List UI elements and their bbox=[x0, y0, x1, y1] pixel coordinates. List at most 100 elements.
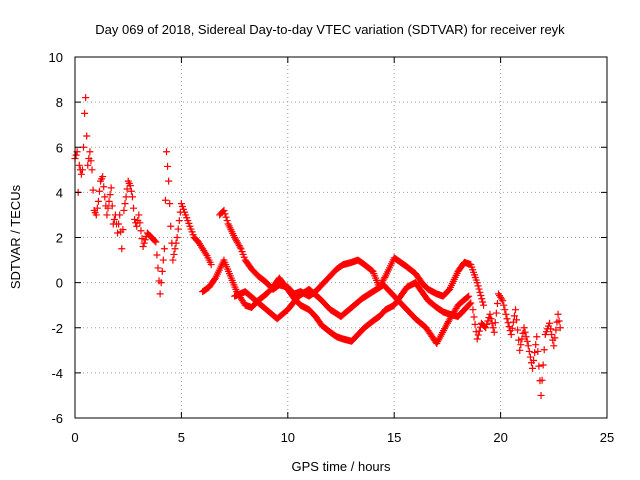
data-point bbox=[487, 315, 495, 323]
data-point bbox=[114, 229, 122, 237]
data-point bbox=[470, 313, 478, 321]
data-point bbox=[537, 391, 545, 399]
data-point bbox=[534, 347, 542, 355]
y-tick-label: 10 bbox=[49, 50, 63, 65]
data-points bbox=[71, 94, 564, 399]
data-point bbox=[493, 299, 501, 307]
data-point bbox=[508, 324, 516, 332]
data-point bbox=[469, 306, 477, 314]
y-axis-label: SDTVAR / TECUs bbox=[8, 184, 23, 289]
data-point bbox=[131, 215, 139, 223]
data-point bbox=[141, 236, 149, 244]
data-point bbox=[381, 273, 389, 281]
data-point bbox=[522, 333, 530, 341]
data-point bbox=[78, 166, 86, 174]
data-point bbox=[137, 227, 145, 235]
x-tick-label: 0 bbox=[71, 430, 78, 445]
data-point bbox=[511, 306, 519, 314]
data-point bbox=[86, 148, 94, 156]
data-point bbox=[221, 210, 229, 218]
data-point bbox=[130, 204, 138, 212]
data-point bbox=[80, 143, 88, 151]
data-point bbox=[222, 213, 230, 221]
data-point bbox=[163, 148, 171, 156]
data-point bbox=[72, 151, 80, 159]
data-point bbox=[535, 362, 543, 370]
data-point bbox=[466, 300, 474, 308]
data-point bbox=[173, 234, 181, 241]
data-point bbox=[236, 243, 244, 251]
data-point bbox=[92, 211, 100, 219]
data-point bbox=[475, 327, 483, 335]
data-point bbox=[465, 292, 473, 300]
data-point bbox=[139, 243, 147, 251]
data-point bbox=[520, 324, 528, 332]
data-point bbox=[220, 206, 228, 214]
data-point bbox=[152, 238, 160, 246]
data-point bbox=[502, 310, 510, 318]
data-point bbox=[521, 328, 529, 336]
data-point bbox=[486, 310, 494, 318]
data-point bbox=[531, 349, 539, 357]
data-point bbox=[474, 331, 482, 339]
y-tick-label: -4 bbox=[51, 366, 63, 381]
ticks bbox=[74, 56, 608, 419]
data-point bbox=[517, 341, 525, 349]
data-point bbox=[171, 245, 179, 253]
data-point bbox=[550, 342, 558, 350]
data-point bbox=[122, 193, 130, 201]
data-point bbox=[94, 197, 102, 205]
data-point bbox=[500, 301, 508, 309]
data-point bbox=[164, 162, 172, 170]
data-point bbox=[515, 336, 523, 344]
data-point bbox=[81, 109, 89, 117]
data-point bbox=[556, 324, 564, 332]
data-point bbox=[116, 211, 124, 219]
data-point bbox=[514, 326, 522, 334]
data-point bbox=[120, 206, 128, 214]
data-point bbox=[118, 245, 126, 253]
data-point bbox=[169, 256, 177, 264]
chart-title: Day 069 of 2018, Sidereal Day-to-day VTE… bbox=[95, 22, 565, 37]
data-point bbox=[100, 183, 108, 191]
data-point bbox=[532, 341, 540, 349]
data-point bbox=[524, 342, 532, 350]
data-point bbox=[151, 237, 159, 245]
data-point bbox=[505, 323, 513, 331]
data-point bbox=[140, 239, 148, 247]
data-point bbox=[75, 161, 83, 169]
data-point bbox=[499, 297, 507, 305]
data-point bbox=[82, 94, 90, 102]
x-tick-label: 10 bbox=[281, 430, 295, 445]
data-point bbox=[115, 220, 123, 228]
data-point bbox=[160, 245, 168, 253]
data-point bbox=[161, 196, 169, 204]
data-point bbox=[154, 264, 162, 272]
data-point bbox=[172, 239, 180, 247]
data-point bbox=[546, 319, 554, 327]
data-point bbox=[555, 317, 563, 325]
data-point bbox=[477, 292, 485, 300]
data-point bbox=[516, 346, 524, 354]
data-point bbox=[156, 290, 164, 298]
data-point bbox=[83, 132, 91, 140]
data-point bbox=[548, 331, 556, 339]
data-point bbox=[501, 306, 509, 314]
data-point bbox=[523, 337, 531, 345]
data-point bbox=[158, 267, 166, 275]
data-point bbox=[105, 197, 113, 205]
data-point bbox=[551, 334, 559, 342]
data-point bbox=[498, 295, 506, 303]
data-point bbox=[507, 331, 515, 339]
data-point bbox=[93, 204, 101, 212]
data-point bbox=[483, 320, 491, 328]
data-point bbox=[474, 282, 482, 290]
data-point bbox=[138, 235, 146, 243]
y-tick-label: -2 bbox=[51, 321, 63, 336]
data-point bbox=[121, 200, 129, 208]
data-point bbox=[533, 333, 541, 341]
data-point bbox=[518, 335, 526, 343]
data-point bbox=[471, 320, 479, 328]
data-point bbox=[503, 315, 511, 323]
